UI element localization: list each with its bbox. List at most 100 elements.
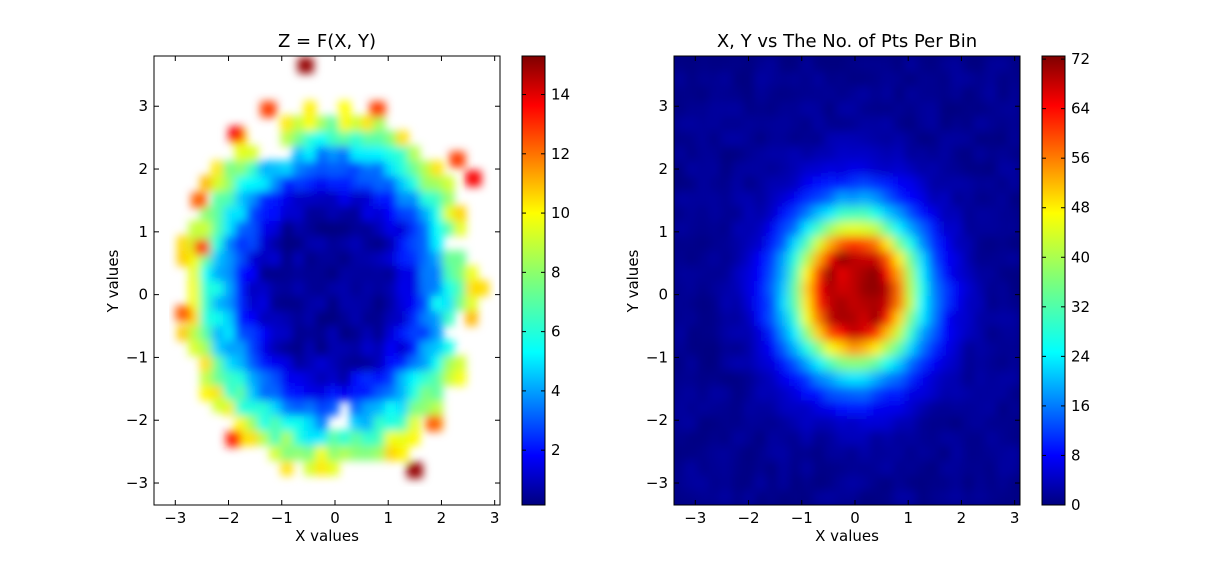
heatmap-cell: [361, 205, 374, 222]
heatmap-cell: [234, 175, 247, 192]
heatmap-cell: [315, 355, 328, 371]
heatmap-cell: [396, 355, 409, 371]
heatmap-cell: [708, 460, 721, 476]
heatmap-cell: [257, 175, 270, 192]
heatmap-cell: [373, 355, 386, 371]
heatmap-cell: [685, 70, 698, 87]
heatmap-cell: [708, 100, 721, 117]
heatmap-cell: [338, 190, 351, 207]
heatmap-cell: [315, 220, 328, 237]
heatmap-cell: [720, 430, 733, 446]
heatmap-cell: [373, 310, 386, 326]
heatmap-cell: [685, 130, 698, 147]
heatmap-cell: [430, 340, 443, 356]
heatmap-cell: [292, 325, 305, 341]
heatmap-cell: [916, 115, 929, 132]
heatmap-cell: [453, 250, 466, 267]
heatmap-cell: [996, 430, 1010, 446]
heatmap-cell: [916, 250, 929, 267]
heatmap-cell: [789, 280, 802, 297]
heatmap-cell: [754, 310, 767, 326]
heatmap-cell: [1008, 130, 1020, 147]
heatmap-cell: [823, 490, 837, 505]
heatmap-cell: [939, 265, 952, 282]
heatmap-cell: [996, 400, 1010, 416]
heatmap-cell: [893, 220, 906, 237]
heatmap-cell: [442, 280, 455, 297]
heatmap-cell: [246, 370, 259, 386]
heatmap-cell: [303, 130, 317, 147]
heatmap-cell: [674, 385, 687, 401]
heatmap-cell: [881, 190, 894, 207]
heatmap-cell: [177, 250, 190, 267]
heatmap-cell: [303, 280, 317, 297]
heatmap-cell: [985, 370, 998, 386]
heatmap-cell: [407, 355, 420, 371]
heatmap-cell: [996, 385, 1010, 401]
heatmap-cell: [823, 250, 837, 267]
heatmap-cell: [177, 325, 190, 341]
heatmap-cell: [927, 190, 940, 207]
heatmap-cell: [685, 325, 698, 341]
heatmap-cell: [973, 220, 986, 237]
heatmap-cell: [800, 460, 813, 476]
heatmap-cell: [731, 265, 744, 282]
heatmap-cell: [847, 70, 860, 87]
heatmap-cell: [731, 460, 744, 476]
heatmap-cell: [754, 370, 767, 386]
heatmap-cell: [893, 430, 906, 446]
heatmap-cell: [338, 160, 351, 177]
heatmap-cell: [743, 280, 756, 297]
heatmap-cell: [188, 325, 201, 341]
heatmap-cell: [939, 145, 952, 162]
heatmap-cell: [419, 340, 432, 356]
heatmap-cell: [327, 400, 340, 416]
heatmap-cell: [800, 265, 813, 282]
heatmap-cell: [315, 445, 328, 461]
heatmap-cell: [789, 430, 802, 446]
heatmap-cell: [384, 295, 397, 312]
heatmap-cell: [927, 145, 940, 162]
heatmap-cell: [904, 340, 917, 356]
heatmap-cell: [870, 70, 883, 87]
heatmap-cell: [407, 340, 420, 356]
heatmap-cell: [292, 235, 305, 252]
heatmap-cell: [985, 475, 998, 491]
heatmap-cell: [973, 310, 986, 326]
heatmap-cell: [350, 400, 363, 416]
heatmap-cell: [754, 445, 767, 461]
x-tick-label: 0: [330, 509, 340, 527]
heatmap-cell: [303, 175, 317, 192]
heatmap-cell: [823, 145, 837, 162]
heatmap-cell: [754, 400, 767, 416]
heatmap-cell: [754, 340, 767, 356]
heatmap-cell: [280, 295, 293, 312]
colorbar-tick-label: 40: [1071, 248, 1090, 266]
heatmap-cell: [777, 100, 790, 117]
heatmap-cell: [881, 340, 894, 356]
heatmap-cell: [292, 130, 305, 147]
heatmap-cell: [200, 280, 213, 297]
heatmap-cell: [396, 430, 409, 446]
heatmap-cell: [881, 325, 894, 341]
heatmap-cell: [800, 490, 813, 505]
heatmap-cell: [812, 475, 825, 491]
heatmap-cell: [916, 280, 929, 297]
heatmap-cell: [870, 205, 883, 222]
heatmap-cell: [743, 400, 756, 416]
heatmap-cell: [350, 340, 363, 356]
heatmap-cell: [858, 130, 871, 147]
heatmap-cell: [234, 280, 247, 297]
heatmap-hot-spot: [260, 101, 277, 118]
heatmap-cell: [881, 445, 894, 461]
heatmap-cell: [858, 325, 871, 341]
heatmap-cell: [338, 265, 351, 282]
heatmap-cell: [870, 220, 883, 237]
heatmap-cell: [257, 220, 270, 237]
heatmap-cell: [292, 160, 305, 177]
heatmap-cell: [766, 400, 779, 416]
heatmap-cell: [962, 175, 975, 192]
heatmap-cell: [246, 145, 259, 162]
heatmap-cell: [685, 355, 698, 371]
heatmap-cell: [881, 205, 894, 222]
